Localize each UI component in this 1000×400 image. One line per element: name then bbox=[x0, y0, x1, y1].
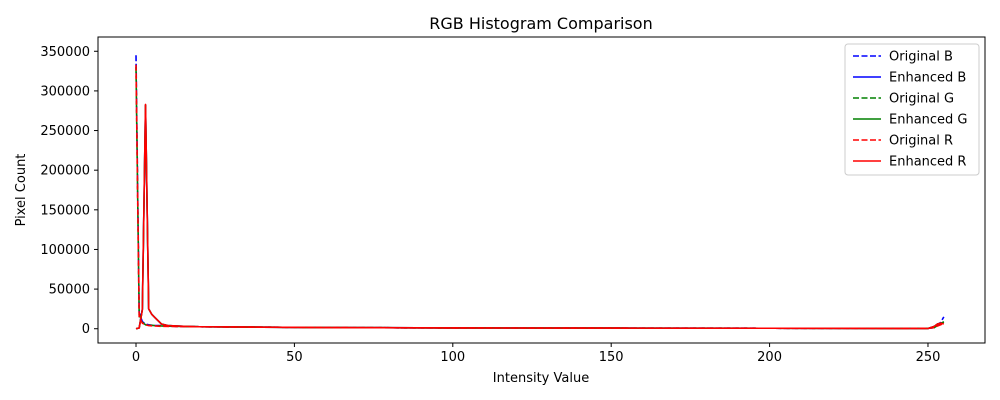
y-tick-label: 200000 bbox=[40, 164, 90, 179]
x-tick-label: 150 bbox=[599, 350, 624, 365]
x-tick-label: 50 bbox=[286, 350, 303, 365]
plot-frame bbox=[97, 36, 986, 344]
x-axis-label: Intensity Value bbox=[493, 371, 589, 386]
y-tick-label: 300000 bbox=[40, 84, 90, 99]
legend-label: Enhanced B bbox=[889, 71, 966, 86]
series-line-enhanced-r bbox=[135, 103, 945, 330]
x-tick-label: 250 bbox=[916, 350, 941, 365]
chart-title: RGB Histogram Comparison bbox=[429, 14, 652, 33]
x-tick-label: 100 bbox=[440, 350, 465, 365]
legend-label: Original G bbox=[889, 92, 954, 107]
legend: Original B Enhanced B Original G Enhanced G… bbox=[844, 43, 980, 176]
x-axis-ticks: 0 50 100 150 200 250 bbox=[132, 343, 941, 365]
y-tick-label: 150000 bbox=[40, 203, 90, 218]
y-axis-label: Pixel Count bbox=[14, 154, 29, 227]
legend-label: Original B bbox=[889, 50, 953, 65]
y-tick-label: 350000 bbox=[40, 45, 90, 60]
y-tick-label: 0 bbox=[82, 322, 90, 337]
series-layer bbox=[135, 55, 945, 330]
series-line-original-b bbox=[135, 55, 945, 330]
series-line-enhanced-b bbox=[135, 104, 945, 330]
series-line-enhanced-g bbox=[135, 104, 945, 330]
legend-label: Enhanced G bbox=[889, 113, 968, 128]
y-tick-label: 100000 bbox=[40, 243, 90, 258]
legend-label: Enhanced R bbox=[889, 155, 966, 170]
y-axis-ticks: 0 50000 100000 150000 200000 250000 300000 3500… bbox=[40, 45, 98, 337]
y-tick-label: 50000 bbox=[49, 283, 90, 298]
x-tick-label: 0 bbox=[132, 350, 140, 365]
series-line-original-g bbox=[135, 67, 945, 330]
series-line-original-r bbox=[135, 64, 945, 330]
legend-label: Original R bbox=[889, 134, 953, 149]
x-tick-label: 200 bbox=[757, 350, 782, 365]
y-tick-label: 250000 bbox=[40, 124, 90, 139]
